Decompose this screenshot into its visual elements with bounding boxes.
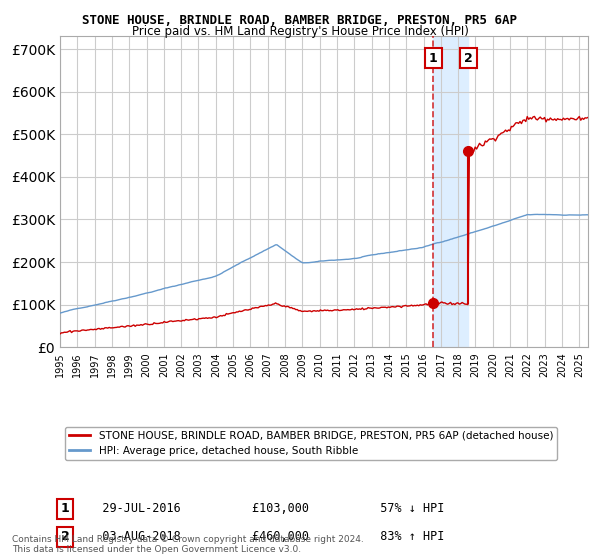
Text: 2: 2 bbox=[61, 530, 70, 543]
Text: Price paid vs. HM Land Registry's House Price Index (HPI): Price paid vs. HM Land Registry's House … bbox=[131, 25, 469, 38]
Text: 1: 1 bbox=[429, 52, 438, 64]
Text: 1: 1 bbox=[61, 502, 70, 515]
Text: Contains HM Land Registry data © Crown copyright and database right 2024.
This d: Contains HM Land Registry data © Crown c… bbox=[12, 535, 364, 554]
Text: 03-AUG-2018          £460,000          83% ↑ HPI: 03-AUG-2018 £460,000 83% ↑ HPI bbox=[81, 530, 445, 543]
Text: 2: 2 bbox=[464, 52, 473, 64]
Text: STONE HOUSE, BRINDLE ROAD, BAMBER BRIDGE, PRESTON, PR5 6AP: STONE HOUSE, BRINDLE ROAD, BAMBER BRIDGE… bbox=[83, 14, 517, 27]
Bar bbox=[433, 36, 469, 347]
Text: 29-JUL-2016          £103,000          57% ↓ HPI: 29-JUL-2016 £103,000 57% ↓ HPI bbox=[81, 502, 445, 515]
Legend: STONE HOUSE, BRINDLE ROAD, BAMBER BRIDGE, PRESTON, PR5 6AP (detached house), HPI: STONE HOUSE, BRINDLE ROAD, BAMBER BRIDGE… bbox=[65, 427, 557, 460]
